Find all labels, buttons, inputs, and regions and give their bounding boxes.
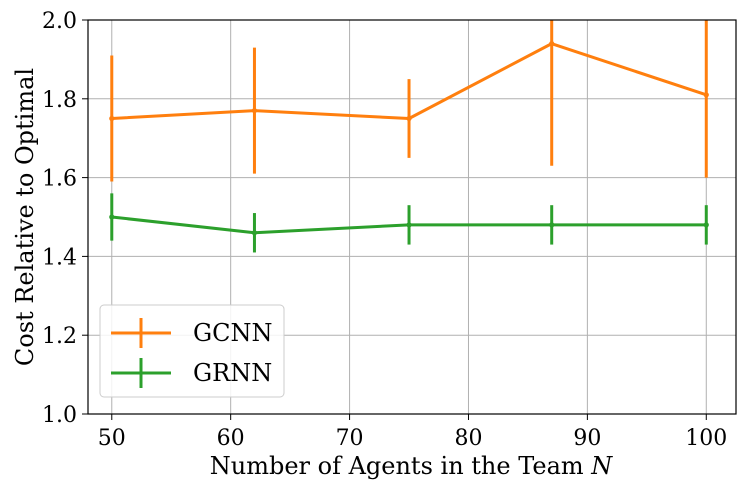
legend-grnn-label: GRNN <box>193 359 272 387</box>
x-axis-label: Number of Agents in the Team N <box>210 452 614 480</box>
y-tick-label: 2.0 <box>42 9 77 34</box>
y-tick-label: 1.4 <box>42 245 77 270</box>
x-tick-label: 60 <box>217 426 245 451</box>
grnn-point <box>109 214 115 220</box>
y-axis-label: Cost Relative to Optimal <box>11 68 39 366</box>
grnn-point <box>251 230 258 236</box>
x-tick-label: 50 <box>98 426 126 451</box>
legend: GCNN GRNN <box>99 304 285 398</box>
y-tick-label: 1.2 <box>42 324 77 349</box>
gcnn-point <box>251 108 258 114</box>
x-tick-label: 90 <box>573 426 601 451</box>
grnn-point <box>549 222 555 228</box>
gcnn-point <box>703 92 709 98</box>
series-grnn <box>109 193 709 253</box>
x-tick-label: 80 <box>454 426 482 451</box>
grnn-point <box>703 222 709 228</box>
gcnn-point <box>406 115 412 122</box>
x-tick-label: 70 <box>336 426 364 451</box>
y-tick-label: 1.8 <box>42 88 77 113</box>
x-axis-label-text: Number of Agents in the Team <box>210 452 592 480</box>
gcnn-point <box>549 41 555 47</box>
legend-gcnn-label: GCNN <box>193 319 273 347</box>
plot-frame <box>87 19 737 415</box>
y-tick-label: 1.0 <box>42 403 77 428</box>
series-layer <box>109 20 709 253</box>
x-axis-label-variable: N <box>590 452 613 480</box>
x-tick-label: 100 <box>685 426 727 451</box>
series-gcnn <box>109 20 709 182</box>
gcnn-point <box>109 115 115 122</box>
y-tick-label: 1.6 <box>42 167 77 192</box>
grnn-point <box>406 222 412 228</box>
ticks: 50 60 70 80 90 100 1.0 1.2 1.4 1.6 1.8 2.0 <box>42 9 727 451</box>
